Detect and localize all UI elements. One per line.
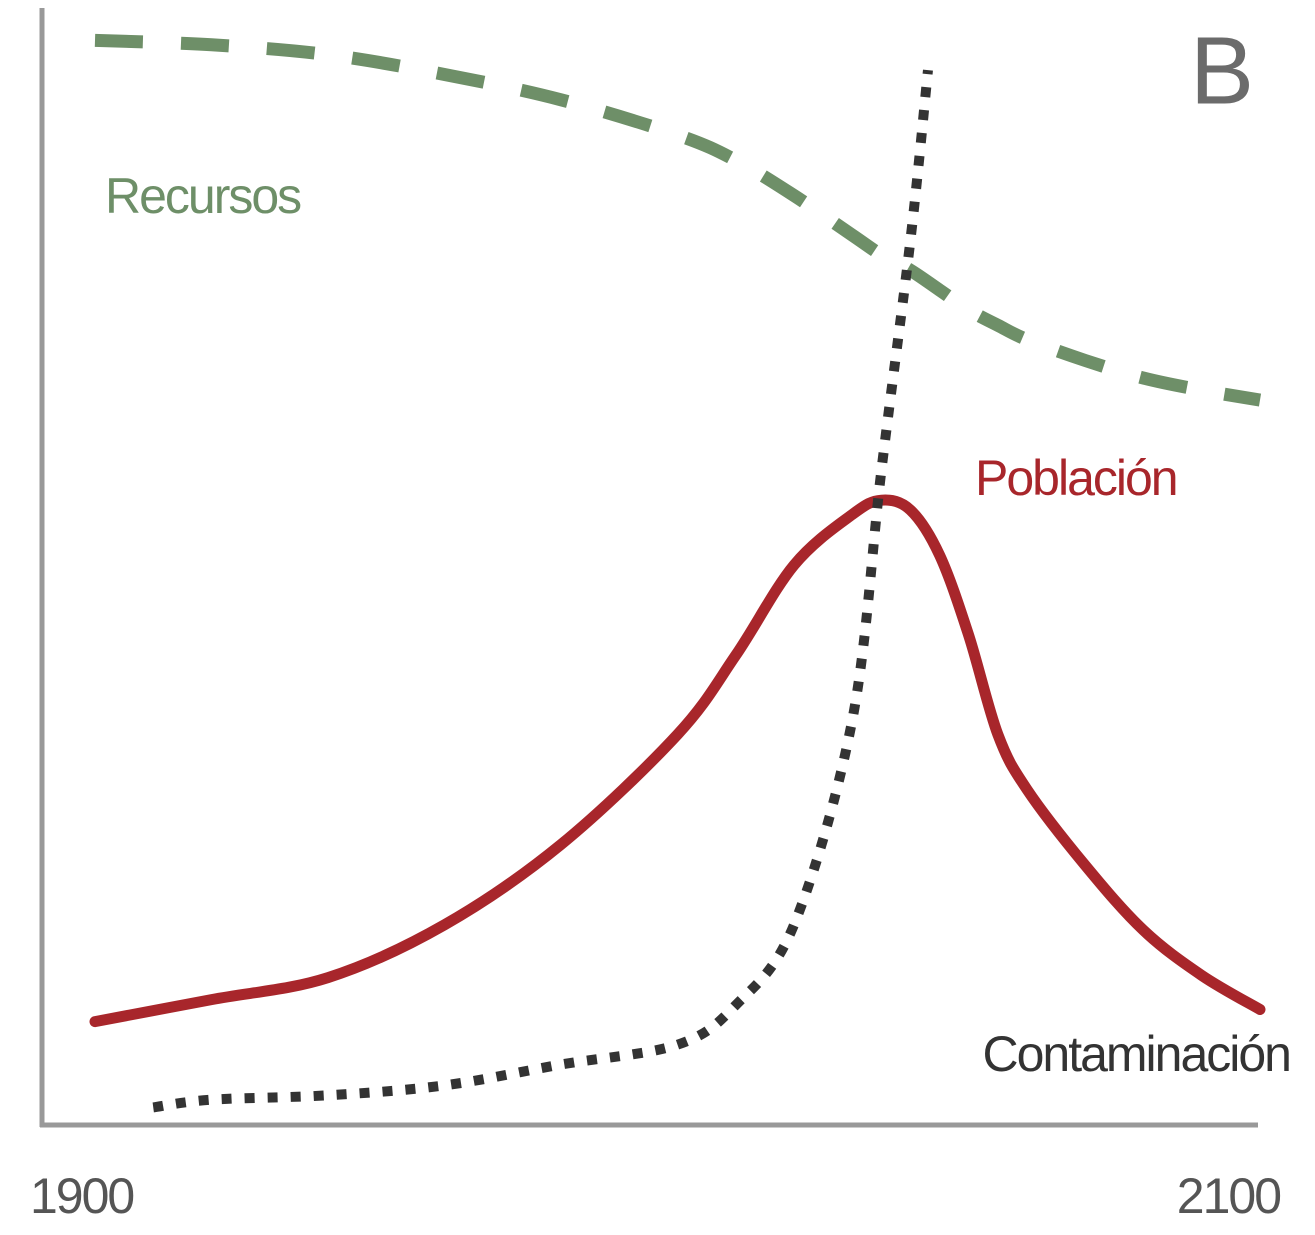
x-tick-label: 2100 [1177,1168,1280,1224]
line-dashed [94,33,1262,407]
x-tick-label: 1900 [30,1168,133,1224]
series-label: Recursos [105,168,301,224]
series-label: Población [975,450,1177,506]
line-dotted [152,69,933,1113]
panel-label: B [1190,17,1254,124]
series-label: Contaminación [982,1026,1290,1082]
line-solid [89,494,1266,1028]
